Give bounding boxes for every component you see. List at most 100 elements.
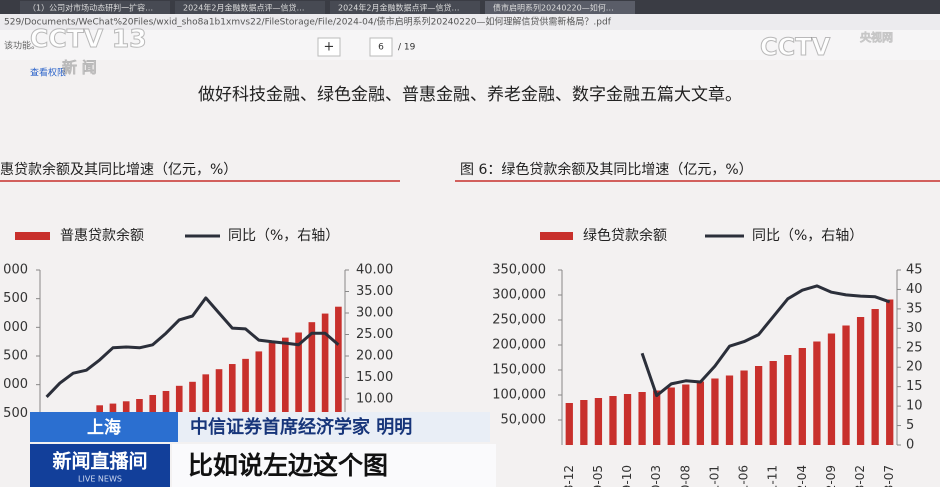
bar [653, 390, 661, 445]
tab-title: 2024年2月金融数据点评—信贷… [338, 3, 459, 13]
tab[interactable] [485, 1, 635, 14]
y-tick-label: 000 [3, 263, 28, 278]
bar [580, 400, 588, 445]
bar [228, 364, 236, 442]
bar [725, 375, 734, 445]
y-tick-label: 500 [3, 406, 28, 421]
y2-tick-label: 20 [906, 360, 923, 375]
y2-tick-label: 5 [906, 418, 914, 433]
y2-tick-label: 40 [906, 282, 923, 297]
bar [769, 361, 777, 445]
chart-title: 惠贷款余额及其同比增速（亿元，%） [0, 161, 237, 178]
bar [594, 398, 603, 445]
zoom-button[interactable] [317, 37, 341, 57]
bar [202, 374, 210, 442]
bar [321, 313, 329, 442]
bar [215, 369, 223, 442]
bar [242, 358, 249, 442]
bar [255, 351, 263, 442]
x-tick-label: 9-05 [591, 465, 605, 487]
y2-tick-label: 25.00 [356, 327, 393, 342]
side-link[interactable]: 查看权限 [30, 67, 66, 79]
bar [754, 366, 763, 445]
bar [565, 403, 573, 445]
page-total: / 19 [398, 43, 416, 53]
y2-tick-label: 15 [906, 379, 923, 394]
x-tick-label: 1-06 [737, 465, 751, 487]
bar [827, 333, 836, 445]
x-tick-label: 2-09 [824, 465, 838, 487]
x-tick-label: 8-12 [562, 465, 576, 487]
bar [268, 342, 276, 442]
x-tick-label: 1-01 [707, 465, 721, 487]
document-heading: 做好科技金融、绿色金融、普惠金融、养老金融、数字金融五篇大文章。 [198, 85, 742, 105]
y-tick-label: 50,000 [501, 413, 547, 428]
bar [609, 396, 617, 445]
x-tick-label: 1-11 [766, 465, 780, 487]
y-tick-label: 300,000 [492, 288, 546, 303]
legend-label: 同比（%，右轴） [228, 228, 339, 244]
y2-tick-label: 0 [906, 438, 914, 453]
bar [784, 355, 792, 445]
y-tick-label: 100,000 [492, 388, 546, 403]
location: 上海 [87, 417, 121, 438]
address: 529/Documents/WeChat%20Files/wxid_sho8a1… [4, 16, 612, 28]
legend-label: 普惠贷款余额 [60, 227, 144, 244]
y-tick-label: 350,000 [492, 263, 546, 278]
y-tick-label: 150,000 [492, 363, 546, 378]
bar [842, 325, 850, 445]
program-en: LIVE NEWS [78, 475, 122, 484]
y2-tick-label: 35 [906, 301, 923, 316]
address-bar [0, 14, 940, 30]
y-tick-label: 500 [3, 349, 28, 364]
x-tick-label: 3-07 [882, 465, 896, 487]
tab[interactable] [330, 1, 480, 14]
line [640, 284, 891, 398]
subtitle: 比如说左边这个图 [188, 451, 388, 480]
x-tick-label: 9-10 [620, 465, 634, 487]
bar [295, 332, 302, 442]
bar [813, 341, 821, 445]
bar [711, 378, 719, 445]
y2-tick-label: 10.00 [356, 392, 393, 407]
bar [740, 370, 748, 445]
zoom-icon: + [324, 40, 335, 55]
tab[interactable] [175, 1, 325, 14]
channel-logo: CCTV 13 [30, 24, 147, 53]
y2-tick-label: 10 [906, 399, 923, 414]
legend-swatch [540, 232, 573, 240]
y2-tick-label: 45 [906, 263, 923, 278]
bar [871, 309, 879, 445]
cctv-logo-sub: 央视网 [860, 30, 893, 44]
bar [696, 381, 705, 445]
program-box [30, 444, 170, 487]
cctv-logo: CCTV [760, 33, 831, 61]
channel-sub: 新 闻 [62, 59, 97, 77]
page-number: 6 [378, 43, 384, 53]
toolbar [0, 30, 940, 60]
legend-label: 绿色贷款余额 [583, 227, 667, 244]
y-tick-label: 500 [3, 291, 28, 306]
y2-tick-label: 35.00 [356, 284, 393, 299]
program: 新闻直播间 [52, 450, 147, 473]
bar [623, 394, 632, 445]
bar [189, 381, 196, 442]
tab-title: 债市启明系列20240220—如何… [493, 3, 614, 13]
subtitle-box [172, 444, 496, 487]
bar [282, 337, 289, 442]
page-input[interactable] [369, 37, 393, 57]
x-tick-label: 0-03 [649, 465, 663, 487]
y2-tick-label: 25 [906, 340, 923, 355]
y2-tick-label: 40.00 [356, 263, 393, 278]
bar [886, 299, 894, 445]
x-tick-label: 0-08 [678, 465, 692, 487]
y-tick-label: 200,000 [492, 338, 546, 353]
y-tick-label: 000 [3, 377, 28, 392]
bar [682, 384, 690, 445]
tab-title: 2024年2月金融数据点评—信贷… [183, 3, 304, 13]
bar [638, 392, 646, 445]
legend-swatch [15, 232, 50, 240]
tab[interactable] [20, 1, 170, 14]
